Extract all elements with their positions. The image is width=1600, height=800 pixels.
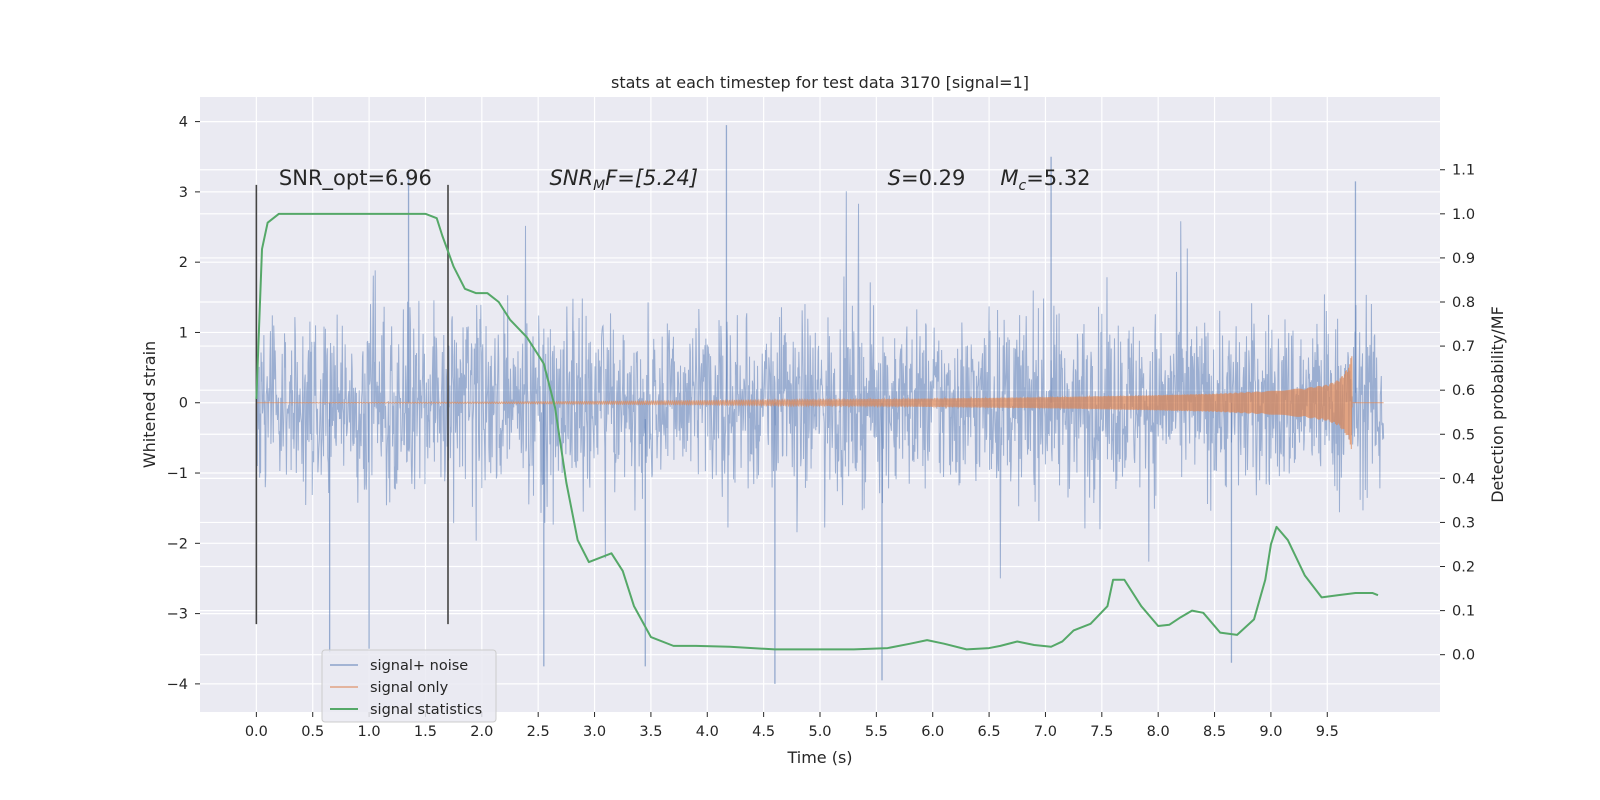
- y-tick-label: −1: [167, 466, 188, 482]
- y-right-tick-label: 0.7: [1452, 339, 1475, 355]
- annotation-snr-mf-base: SNR: [549, 166, 593, 190]
- y-right-tick-label: 0.6: [1452, 383, 1475, 399]
- y-right-tick-label: 0.9: [1452, 251, 1475, 267]
- annotation-mc: Mc=5.32: [1000, 166, 1090, 194]
- x-tick-label: 3.0: [583, 724, 606, 740]
- x-tick-label: 1.0: [358, 724, 381, 740]
- series-signal-only: [256, 356, 1384, 450]
- legend: signal+ noise signal only signal statistic…: [321, 649, 497, 723]
- y-tick-label: −3: [167, 607, 188, 623]
- y-right-tick-label: 1.0: [1452, 207, 1475, 223]
- annotation-snr-mf-rest: F=[5.24]: [605, 166, 698, 190]
- y-right-tick-label: 1.1: [1452, 163, 1475, 179]
- x-tick-label: 2.5: [527, 724, 550, 740]
- y-right-tick-label: 0.0: [1452, 648, 1475, 664]
- x-tick-label: 5.0: [808, 724, 831, 740]
- annotation-mc-symbol: M: [1000, 166, 1018, 190]
- y-right-tick-label: 0.5: [1452, 427, 1475, 443]
- x-tick-label: 0.5: [301, 724, 324, 740]
- y-tick-label: −4: [167, 677, 188, 693]
- x-tick-label: 2.0: [470, 724, 493, 740]
- y-right-tick-label: 0.1: [1452, 604, 1475, 620]
- annotation-mc-sub: c: [1018, 178, 1026, 194]
- annotation-snr-opt: SNR_opt=6.96: [279, 166, 432, 191]
- x-tick-label: 5.5: [865, 724, 888, 740]
- legend-label: signal only: [370, 680, 449, 696]
- annotation-snr-mf: SNRMF=[5.24]: [549, 166, 698, 194]
- annotation-s-symbol: S: [888, 166, 901, 190]
- legend-label: signal+ noise: [370, 658, 468, 674]
- x-tick-label: 8.5: [1203, 724, 1226, 740]
- y-tick-label: −2: [167, 536, 188, 552]
- chart-title: stats at each timestep for test data 317…: [611, 73, 1029, 92]
- signal-only-line: [256, 356, 1384, 450]
- legend-box: [321, 649, 497, 723]
- axis-ticks: 0.0 0.5 1.0 1.5 2.0 2.5 3.0 3.5 4.0 4.5 5.0 5.5 6.0 6…: [167, 115, 1475, 740]
- y-axis-label: Whitened strain: [140, 341, 159, 468]
- x-tick-label: 1.5: [414, 724, 437, 740]
- x-tick-label: 4.5: [752, 724, 775, 740]
- series-signal-statistics: [255, 212, 1379, 651]
- y-right-tick-label: 0.4: [1452, 471, 1475, 487]
- x-axis-label: Time (s): [786, 748, 852, 767]
- y-tick-label: 1: [179, 325, 188, 341]
- legend-label: signal statistics: [370, 702, 482, 718]
- y-right-tick-label: 0.2: [1452, 560, 1475, 576]
- x-tick-label: 4.0: [696, 724, 719, 740]
- annotation-s-value: =0.29: [901, 166, 965, 190]
- annotation-mc-value: =5.32: [1026, 166, 1090, 190]
- annotation-snr-mf-sub: M: [593, 178, 605, 194]
- signal-statistics-line: [255, 212, 1379, 651]
- x-tick-label: 7.0: [1034, 724, 1057, 740]
- x-tick-label: 0.0: [245, 724, 268, 740]
- x-tick-label: 7.5: [1090, 724, 1113, 740]
- y-tick-label: 4: [179, 115, 188, 131]
- x-tick-label: 8.0: [1147, 724, 1170, 740]
- annotation-s: S=0.29: [888, 166, 966, 190]
- x-tick-label: 9.0: [1259, 724, 1282, 740]
- y-tick-label: 2: [179, 255, 188, 271]
- y-axis-right-label: Detection probability/MF: [1488, 306, 1507, 503]
- y-right-tick-label: 0.8: [1452, 295, 1475, 311]
- y-tick-label: 3: [179, 185, 188, 201]
- x-tick-label: 6.5: [978, 724, 1001, 740]
- y-right-tick-label: 0.3: [1452, 515, 1475, 531]
- x-tick-label: 6.0: [921, 724, 944, 740]
- x-tick-label: 3.5: [639, 724, 662, 740]
- x-tick-label: 9.5: [1316, 724, 1339, 740]
- vertical-markers: [255, 184, 449, 625]
- y-tick-label: 0: [179, 396, 188, 412]
